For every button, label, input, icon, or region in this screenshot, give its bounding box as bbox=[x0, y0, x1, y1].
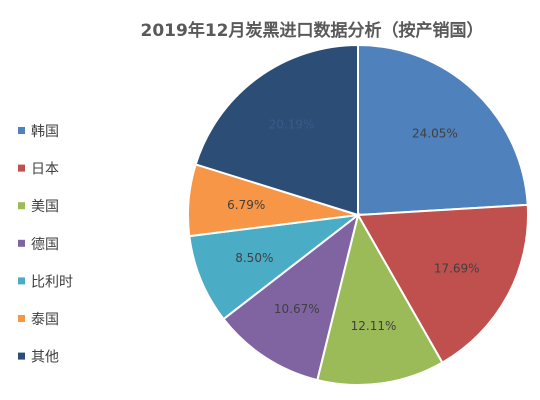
pie-slice-5 bbox=[188, 213, 362, 321]
data-label-2: 17.69% bbox=[434, 261, 480, 275]
legend-marker-5 bbox=[18, 277, 25, 285]
legend-marker-4 bbox=[18, 239, 25, 247]
legend-label-5: 比利时 bbox=[31, 274, 73, 290]
legend-label-2: 日本 bbox=[31, 162, 59, 178]
data-label-3: 12.11% bbox=[351, 319, 397, 333]
data-label-4: 10.67% bbox=[274, 302, 320, 316]
chart-title: 2019年12月炭黑进口数据分析（按产销国） bbox=[141, 20, 484, 41]
legend-marker-1 bbox=[18, 127, 25, 134]
legend-label-4: 德国 bbox=[31, 237, 59, 253]
pie-slice-7 bbox=[194, 43, 359, 217]
legend-marker-7 bbox=[18, 352, 25, 360]
pie-slice-4 bbox=[222, 212, 360, 382]
legend-label-1: 韩国 bbox=[31, 124, 59, 140]
data-label-5: 8.50% bbox=[235, 251, 273, 265]
legend-marker-6 bbox=[18, 315, 25, 322]
data-labels: 24.05% 17.69% 12.11% 10.67% 8.50% 6.79% 20.19% bbox=[227, 118, 479, 334]
legend-label-7: 其他 bbox=[31, 350, 59, 366]
legend-label-3: 美国 bbox=[31, 199, 59, 215]
data-label-7: 20.19% bbox=[269, 118, 315, 132]
data-label-1: 24.05% bbox=[412, 126, 458, 140]
data-label-6: 6.79% bbox=[227, 198, 265, 212]
pie-slices bbox=[186, 43, 530, 386]
pie-slice-2 bbox=[356, 203, 530, 364]
legend-marker-2 bbox=[18, 164, 25, 172]
pie-slice-1 bbox=[357, 43, 529, 217]
legend-marker-3 bbox=[18, 202, 25, 210]
legend-label-6: 泰国 bbox=[31, 312, 59, 328]
